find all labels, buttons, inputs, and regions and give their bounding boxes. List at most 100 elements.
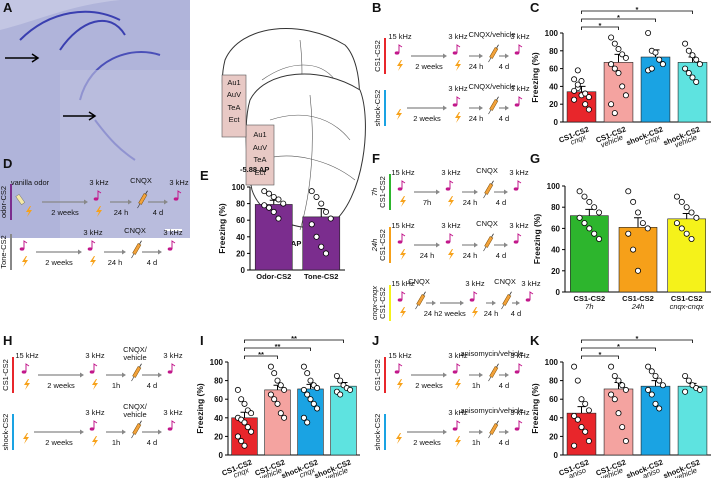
- y-tick-label: 100: [547, 182, 561, 191]
- tone-icon: [89, 427, 95, 431]
- interval-label: 4 d: [147, 258, 157, 267]
- tone-icon: [394, 51, 400, 55]
- interval-label: 4 d: [499, 438, 509, 447]
- data-point: [625, 230, 632, 237]
- tone-icon: [449, 233, 454, 242]
- tone-icon: [167, 247, 173, 251]
- syringe-icon: [137, 190, 148, 209]
- y-axis-label: Freezing (%): [530, 383, 540, 434]
- syringe-plunger: [491, 180, 494, 185]
- tone-icon: [456, 363, 461, 372]
- tone-icon: [525, 298, 531, 302]
- arrow-head: [460, 300, 464, 306]
- data-point: [234, 433, 241, 440]
- interval-label: 4 d: [511, 309, 521, 318]
- error-bar: [577, 406, 586, 414]
- y-tick-label: 0: [554, 451, 559, 460]
- arrow-head: [505, 372, 509, 378]
- tone-icon: [171, 240, 176, 249]
- arrow-head: [474, 242, 478, 248]
- significance-label: *: [617, 342, 620, 351]
- significance-label: *: [599, 350, 602, 359]
- data-point: [645, 29, 652, 36]
- data-point: [615, 46, 622, 53]
- shock-icon: [400, 249, 406, 260]
- data-point: [615, 377, 622, 384]
- y-tick-label: 100: [210, 358, 224, 367]
- arrow-head: [128, 199, 132, 205]
- row-label: CS1-CS2: [373, 40, 382, 72]
- syringe-plunger: [496, 420, 499, 425]
- data-point: [615, 70, 622, 77]
- bar: [603, 388, 634, 456]
- data-point: [619, 51, 626, 58]
- tone-label: 3 kHz: [510, 351, 529, 360]
- data-point: [267, 363, 274, 370]
- tone-label: 3 kHz: [448, 351, 467, 360]
- data-point: [337, 377, 344, 384]
- data-point: [270, 193, 277, 200]
- drug-label: CNQX: [476, 219, 498, 228]
- syringe-needle: [488, 433, 492, 439]
- data-point: [656, 405, 663, 412]
- tone-icon: [517, 180, 522, 189]
- tone-label: 15 kHz: [388, 32, 412, 41]
- syringe-body: [132, 243, 142, 255]
- arrow-head: [504, 189, 508, 195]
- y-tick-label: 40: [549, 414, 558, 423]
- data-point: [574, 81, 581, 88]
- syringe-icon: [488, 96, 499, 115]
- data-point: [318, 200, 325, 207]
- arrow-head: [443, 429, 447, 435]
- data-point: [271, 396, 278, 403]
- data-point: [307, 377, 314, 384]
- tone-label: 15 kHz: [388, 351, 412, 360]
- data-point: [611, 110, 618, 117]
- row-label: shock-CS2: [1, 414, 10, 451]
- data-point: [678, 198, 685, 205]
- data-point: [659, 61, 666, 68]
- y-tick-label: 40: [549, 82, 558, 91]
- tone-label: 3 kHz: [85, 351, 104, 360]
- interval-label: 2 weeks: [45, 438, 73, 447]
- interval-label: 24 h: [469, 62, 484, 71]
- tone-icon: [452, 103, 458, 107]
- data-point: [688, 235, 695, 242]
- error-bar: [634, 217, 642, 228]
- interval-label: 2 weeks: [413, 438, 441, 447]
- interval-label: 2 weeks: [47, 381, 75, 390]
- data-point: [267, 391, 274, 398]
- arrow-head: [443, 53, 447, 59]
- tone-icon: [394, 370, 400, 374]
- data-point: [591, 230, 598, 237]
- interval-label: 4 d: [147, 381, 157, 390]
- x-tick-label: CS1-CS2: [622, 294, 654, 303]
- interval-label: 24 h: [424, 309, 439, 318]
- data-point: [582, 428, 589, 435]
- data-point: [673, 193, 680, 200]
- data-point: [652, 372, 659, 379]
- arrow-head: [505, 105, 509, 111]
- odor-label: vanilla odor: [11, 178, 50, 187]
- bar: [302, 216, 341, 271]
- data-point: [337, 391, 344, 398]
- interval-label: 1h: [112, 438, 120, 447]
- atlas-label: Au1: [227, 78, 240, 87]
- data-point: [574, 67, 581, 74]
- data-point: [644, 225, 651, 232]
- significance-label: *: [636, 5, 639, 14]
- data-point: [608, 363, 615, 370]
- significance-bracket: [581, 10, 693, 14]
- data-point: [622, 54, 629, 61]
- drug-label: CNQX: [124, 226, 146, 235]
- ap-label: -5.88 AP: [240, 165, 269, 174]
- data-point: [241, 419, 248, 426]
- tone-icon: [445, 187, 451, 191]
- row-label: odor-CS2: [0, 186, 8, 218]
- data-point: [585, 438, 592, 445]
- data-point: [630, 198, 637, 205]
- data-point: [275, 215, 282, 222]
- data-point: [689, 52, 696, 59]
- tone-icon: [518, 420, 523, 429]
